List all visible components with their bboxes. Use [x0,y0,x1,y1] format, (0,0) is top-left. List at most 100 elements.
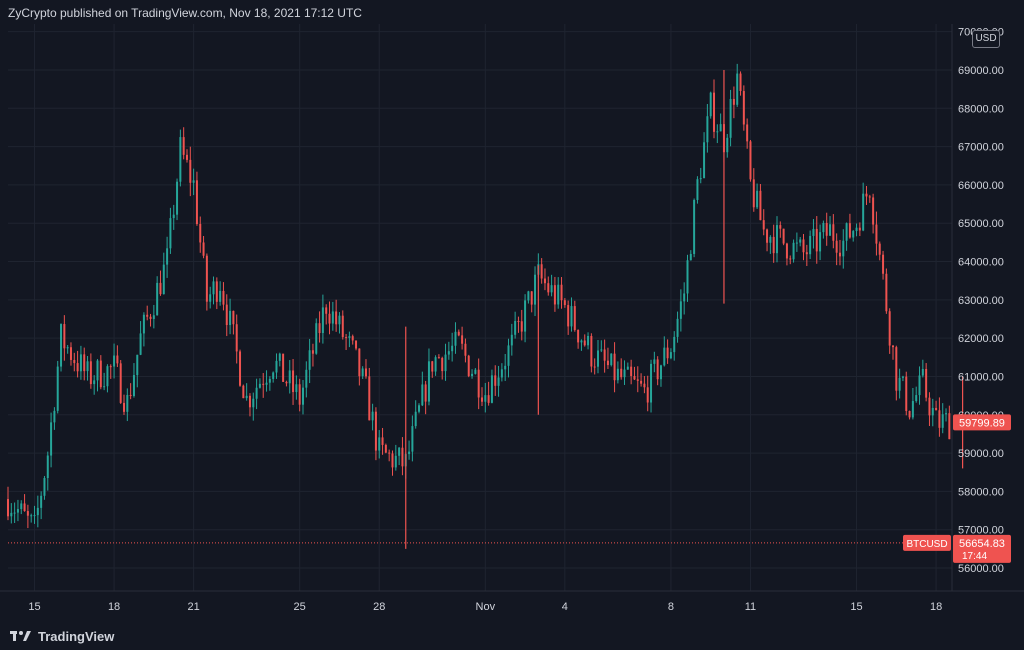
candle-body [311,350,314,354]
candle-body [215,281,218,302]
candle-body [875,224,878,244]
last-price-badge [953,414,1011,431]
candle-body [242,385,245,399]
candle-body [613,353,616,381]
candle-body [534,274,537,305]
candle-body [222,290,225,305]
candle-body [444,354,447,372]
candle-body [199,223,202,243]
candle-body [46,455,49,479]
candle-body [517,320,520,322]
price-chart[interactable]: 15 18 21 25 28 Nov 4 8 11 15 18 56000.00 57000.00 58… [0,24,1024,624]
candle-body [490,375,493,403]
candle-body [673,336,676,353]
candle-body [235,324,238,352]
candle-body [908,410,911,418]
candle-body [686,260,689,294]
candle-body [832,224,835,241]
x-tick-label: 18 [108,601,120,613]
x-tick-label: 21 [187,601,199,613]
candle-body [474,369,477,374]
candle-body [378,437,381,451]
candle-body [229,310,232,326]
chart-grid [8,24,952,591]
candle-body [925,369,928,398]
candle-body [713,92,716,132]
candle-body [809,235,812,255]
candle-body [116,355,119,364]
candle-body [597,350,599,367]
candle-body [129,394,132,397]
candle-body [928,397,931,416]
candle-body [338,315,341,325]
candle-body [815,228,818,252]
candle-body [732,98,735,105]
candle-body [99,360,102,388]
candle-body [162,264,165,295]
candle-body [659,365,662,380]
y-tick-label: 68000.00 [958,103,1004,115]
candle-body [93,380,96,385]
candle-body [232,310,235,325]
y-axis: 56000.0057000.0058000.0059000.0060000.00… [951,24,1004,591]
publish-caption: ZyCrypto published on TradingView.com, N… [8,6,362,20]
y-tick-label: 64000.00 [958,257,1004,269]
candle-body [789,258,792,260]
x-tick-label: 4 [562,601,568,613]
x-tick-label: 18 [930,601,942,613]
candle-body [454,331,457,346]
candle-body [335,311,338,325]
candle-body [739,73,742,92]
candle-body [679,301,682,319]
candle-body [795,242,798,244]
candle-body [295,384,298,393]
candle-body [302,387,304,405]
candle-body [749,141,752,180]
x-tick-label: 15 [28,601,40,613]
candle-body [414,411,417,427]
candle-body [348,336,351,338]
candle-body [938,410,941,428]
candle-body [13,512,16,514]
candle-body [901,376,904,378]
candle-body [524,300,527,332]
candle-body [431,361,434,372]
candle-body [136,354,139,376]
y-tick-label: 66000.00 [958,180,1004,192]
candle-body [785,243,788,259]
candle-body [812,228,815,236]
candle-body [258,383,261,388]
candle-body [709,92,712,117]
candle-body [434,357,437,372]
currency-badge[interactable]: USD [972,30,1000,48]
candle-body [123,402,126,412]
candle-body [169,218,172,249]
candle-body [898,377,901,391]
last-price-label: 59799.89 [959,417,1005,429]
x-tick-label: 28 [373,601,385,613]
candle-body [437,357,440,359]
candle-body [50,422,53,456]
candle-body [683,293,686,302]
candle-body [424,384,427,402]
candle-body [580,340,583,343]
candle-body [865,193,868,197]
candle-body [60,324,63,367]
candle-body [447,351,450,355]
candle-body [418,405,421,412]
candle-body [553,285,556,305]
candle-body [394,455,397,468]
candle-body [384,444,387,453]
candle-body [139,333,142,355]
candle-body [185,154,188,160]
candle-body [769,236,772,243]
candle-body [292,370,295,393]
candle-body [16,509,19,513]
candle-body [318,323,321,334]
candle-body [766,229,769,243]
candle-body [308,350,311,370]
candle-body [176,181,179,215]
candle-body [388,452,391,454]
candle-body [550,285,553,293]
candle-body [152,315,155,319]
